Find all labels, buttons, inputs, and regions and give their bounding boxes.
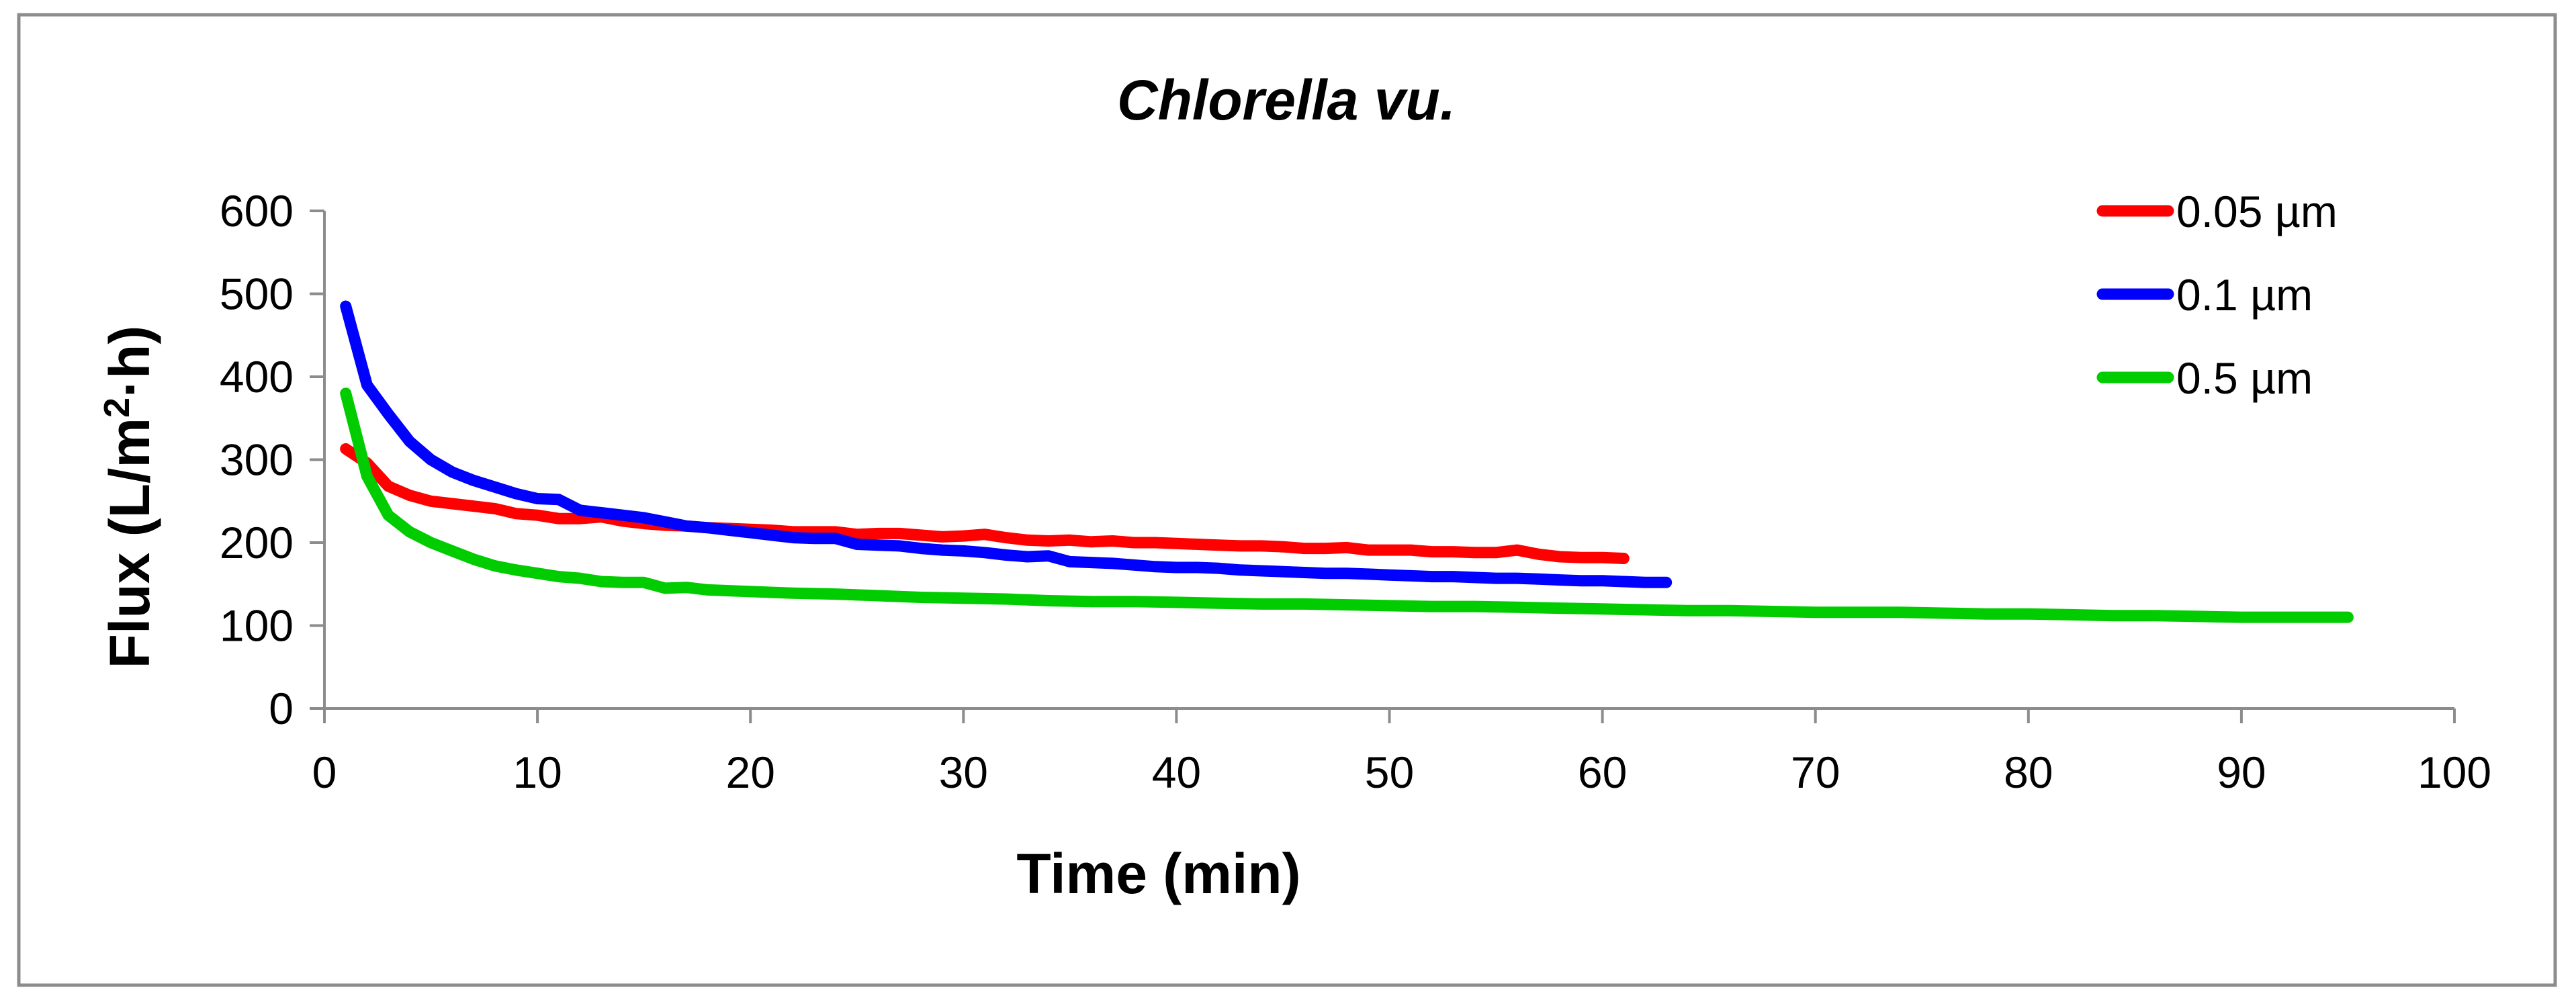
x-tick-label: 100 [2417, 747, 2491, 797]
y-axis-ticks: 0 100 200 300 400 500 600 [220, 186, 324, 733]
x-tick-label: 30 [939, 747, 988, 797]
y-axis-title-suffix: ·h) [98, 326, 161, 398]
y-tick-label: 600 [220, 186, 294, 236]
x-tick-label: 80 [2004, 747, 2053, 797]
legend: 0.05 µm 0.1 µm 0.5 µm [2096, 187, 2338, 403]
x-tick-label: 40 [1152, 747, 1201, 797]
x-axis-ticks: 0 10 20 30 40 50 60 70 80 90 100 [312, 708, 2491, 797]
chart-border [17, 13, 2557, 987]
series-line-0 [340, 443, 1630, 564]
y-tick-label: 500 [220, 269, 294, 319]
x-tick-label: 90 [2217, 747, 2266, 797]
series-line-2 [340, 387, 2354, 623]
legend-label-0: 0.05 µm [2176, 187, 2338, 236]
x-tick-label: 10 [513, 747, 562, 797]
series-group [340, 300, 2354, 623]
y-tick-label: 0 [269, 684, 294, 733]
y-axis-title-superscript: 2 [97, 398, 137, 418]
y-axis-title-prefix: Flux (L/m [98, 418, 161, 668]
legend-label-2: 0.5 µm [2176, 353, 2313, 403]
x-axis-title: Time (min) [1016, 842, 1300, 905]
chart-title: Chlorella vu. [1117, 68, 1456, 132]
series-line-1 [340, 300, 1673, 588]
y-axis-title: Flux (L/m2·h) [97, 326, 161, 669]
x-tick-label: 0 [312, 747, 337, 797]
legend-label-1: 0.1 µm [2176, 270, 2313, 320]
y-tick-label: 400 [220, 352, 294, 402]
y-tick-label: 300 [220, 435, 294, 485]
x-tick-label: 50 [1365, 747, 1414, 797]
y-tick-label: 100 [220, 601, 294, 651]
y-tick-label: 200 [220, 518, 294, 567]
x-tick-label: 60 [1578, 747, 1627, 797]
x-tick-label: 70 [1791, 747, 1840, 797]
x-tick-label: 20 [725, 747, 774, 797]
